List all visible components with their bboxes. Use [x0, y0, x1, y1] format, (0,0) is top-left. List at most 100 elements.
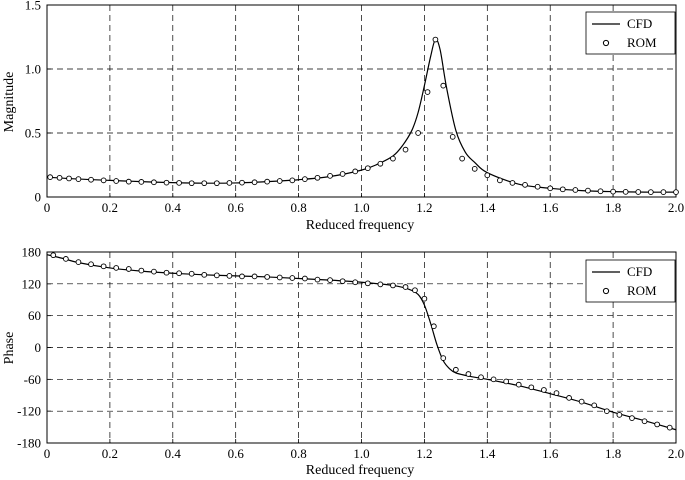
- phase-rom-point: [289, 275, 296, 281]
- phase-rom-point: [654, 421, 660, 428]
- magnitude-xtick-label: 1.2: [416, 200, 432, 215]
- phase-xtick-label: 2.0: [668, 446, 684, 461]
- magnitude-rom-point: [226, 180, 233, 186]
- magnitude-rom-point: [673, 189, 679, 195]
- phase-rom-point: [390, 282, 396, 289]
- phase-rom-point: [50, 252, 57, 259]
- phase-rom-point: [641, 418, 648, 425]
- phase-rom-point: [465, 371, 472, 377]
- magnitude-xtick-label: 1.4: [479, 200, 496, 215]
- magnitude-legend-box: [585, 11, 676, 55]
- magnitude-legend-cfd-label: CFD: [627, 16, 652, 31]
- magnitude-rom-point: [484, 172, 491, 179]
- magnitude-rom-point: [188, 180, 195, 187]
- magnitude-xtick-label: 1.0: [353, 200, 369, 215]
- magnitude-rom-point: [364, 165, 371, 172]
- phase-rom-point: [490, 376, 497, 383]
- phase-cfd-line: [46, 254, 677, 431]
- phase-rom-point: [528, 384, 535, 391]
- phase-ytick-label: -60: [24, 372, 41, 387]
- phase-ytick-label: 120: [22, 276, 42, 291]
- magnitude-rom-point: [471, 165, 478, 172]
- phase-rom-point: [276, 274, 283, 281]
- magnitude-rom-point: [339, 171, 346, 177]
- phase-rom-point: [151, 268, 157, 275]
- phase-rom-point: [302, 275, 308, 282]
- magnitude-xtick-label: 0.2: [102, 200, 118, 215]
- phase-rom-point: [176, 270, 182, 277]
- magnitude-rom-point: [534, 183, 541, 190]
- magnitude-rom-point: [585, 187, 591, 194]
- magnitude-rom-point: [377, 160, 384, 167]
- phase-rom-point: [125, 266, 132, 272]
- magnitude-rom-point: [647, 189, 654, 195]
- phase-rom-point: [402, 284, 409, 290]
- phase-rom-point: [339, 278, 346, 285]
- magnitude-legend-rom-marker: [602, 39, 610, 47]
- phase-rom-point: [314, 276, 321, 283]
- phase-rom-point: [430, 323, 437, 330]
- phase-legend-rom-marker: [602, 287, 610, 295]
- magnitude-rom-point: [100, 177, 107, 184]
- phase-rom-point: [138, 267, 145, 274]
- phase-rom-point: [163, 269, 170, 276]
- magnitude-legend-rom-label: ROM: [627, 35, 657, 50]
- magnitude-rom-point: [314, 174, 321, 181]
- phase-rom-point: [226, 273, 233, 279]
- phase-legend-cfd-label: CFD: [627, 264, 652, 279]
- magnitude-rom-point: [75, 176, 82, 182]
- magnitude-chart: 0 0.2 0.4 0.6 0.8 1.0 1.2 1.4 1.6 1.8 2.0 0 0.5 1.0 1.…: [2, 0, 684, 233]
- phase-rom-point: [327, 277, 333, 283]
- phase-rom-point: [515, 381, 522, 388]
- phase-ytick-label: 60: [28, 308, 41, 323]
- phase-rom-point: [591, 402, 598, 409]
- phase-ytick-label: -180: [17, 436, 41, 451]
- magnitude-rom-point: [113, 178, 120, 184]
- phase-rom-point: [88, 261, 94, 268]
- magnitude-rom-point: [88, 176, 94, 183]
- phase-chart: 0 0.2 0.4 0.6 0.8 1.0 1.2 1.4 1.6 1.8 2.0 180 120 60 0…: [2, 245, 684, 479]
- magnitude-rom-point: [302, 176, 308, 182]
- magnitude-rom-point: [213, 180, 220, 187]
- phase-ytick-label: 180: [22, 245, 42, 260]
- magnitude-rom-point: [47, 174, 53, 181]
- magnitude-rom-point: [622, 189, 629, 195]
- phase-rom-point: [364, 280, 371, 287]
- phase-axes-frame: [46, 251, 677, 444]
- magnitude-rom-point: [289, 177, 296, 184]
- magnitude-rom-point: [522, 181, 528, 188]
- magnitude-rom-point: [239, 179, 245, 186]
- phase-ylabel: Phase: [2, 332, 17, 365]
- magnitude-ytick-label: 0.5: [25, 126, 41, 141]
- magnitude-xtick-label: 0: [44, 200, 51, 215]
- phase-rom-point: [75, 259, 82, 265]
- phase-rom-point: [541, 387, 547, 393]
- phase-rom-point: [352, 279, 359, 286]
- magnitude-legend: CFD ROM: [585, 11, 676, 55]
- magnitude-xtick-label: 2.0: [668, 200, 684, 215]
- magnitude-rom-point: [597, 188, 604, 195]
- phase-rom-point: [503, 378, 510, 385]
- magnitude-rom-point: [402, 146, 409, 153]
- magnitude-xtick-label: 1.6: [542, 200, 559, 215]
- magnitude-rom-point: [66, 175, 72, 182]
- magnitude-rom-point: [547, 185, 554, 192]
- phase-rom-point: [629, 415, 635, 421]
- phase-xtick-label: 1.0: [353, 446, 369, 461]
- magnitude-rom-point: [327, 173, 333, 179]
- magnitude-rom-point: [424, 89, 431, 95]
- phase-rom-point: [616, 412, 623, 418]
- magnitude-rom-point: [559, 186, 566, 193]
- phase-rom-point: [578, 398, 585, 405]
- phase-rom-point: [440, 355, 447, 361]
- magnitude-rom-point: [635, 189, 642, 195]
- phase-xtick-label: 0.2: [102, 446, 118, 461]
- phase-rom-point: [113, 265, 120, 271]
- magnitude-rom-point: [497, 177, 503, 184]
- magnitude-rom-point: [176, 180, 182, 186]
- phase-xlabel: Reduced frequency: [306, 463, 414, 478]
- magnitude-rom-point: [610, 188, 616, 195]
- magnitude-rom-point: [125, 178, 132, 185]
- magnitude-xtick-label: 0.4: [165, 200, 182, 215]
